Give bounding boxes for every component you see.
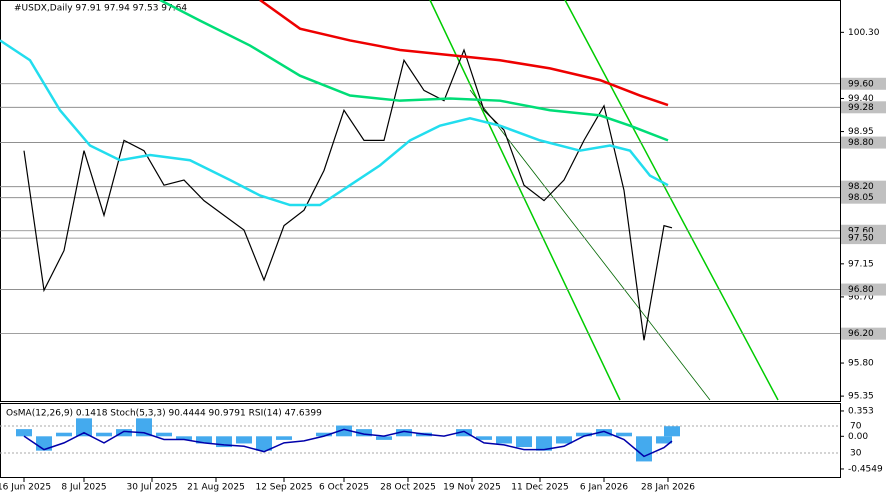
x-tick-label: 6 Jan 2026 [580,483,628,493]
rsi-line [23,428,673,458]
price-line [23,48,673,341]
y2-tick-label: 70 [850,422,862,432]
chart-title: #USDX,Daily 97.91 97.94 97.53 97.64 [14,4,187,14]
moving-average [259,0,669,107]
level-label: 99.28 [848,103,874,113]
osma-bar [336,425,352,437]
level-label: 98.20 [848,182,874,192]
osma-bar [636,436,652,462]
x-tick-label: 11 Dec 2025 [511,483,569,493]
price-frame [0,0,841,402]
x-tick-label: 28 Jan 2026 [641,483,695,493]
osma-bar [516,436,532,448]
y-tick-label: 99.40 [848,94,874,104]
osma-bar [16,429,32,437]
osma-bar [536,436,552,451]
osma-bar [276,436,292,440]
x-tick-label: 21 Aug 2025 [187,483,245,493]
level-label-box [841,77,886,90]
y-tick-label: 0.00 [848,432,868,442]
y-tick-label: 98.95 [848,127,874,137]
osma-bar [616,432,632,437]
y-tick-label: 97.15 [848,259,874,269]
osma-bar [356,429,372,437]
indicator-frame [0,403,841,478]
osma-bar [176,436,192,440]
osma-bar [664,426,680,437]
osma-bar [596,429,612,437]
osma-bar [396,429,412,437]
osma-bar [236,436,252,444]
osma-bar [216,436,232,448]
level-label: 98.05 [848,193,874,203]
osma-bar [376,436,392,440]
level-label: 99.60 [848,79,874,89]
osma-bar [76,418,92,437]
level-label: 98.80 [848,138,874,148]
y-tick-label: -0.4549 [848,464,883,474]
osma-bar [556,436,572,444]
level-label: 96.20 [848,329,874,339]
osma-bar [196,436,212,444]
level-label-box [841,232,886,245]
x-tick-label: 19 Nov 2025 [443,483,501,493]
level-label: 97.50 [848,234,874,244]
level-label: 97.60 [848,226,874,236]
osma-bar [116,429,132,437]
x-tick-label: 12 Sep 2025 [255,483,312,493]
channel-line [469,89,711,401]
y-tick-label: 96.70 [848,292,874,302]
osma-bar [316,432,332,437]
y-tick-label: 0.353 [848,406,874,416]
osma-bar [456,429,472,437]
osma-bar [56,432,72,437]
osma-bar [496,436,512,444]
y-tick-label: 100.30 [848,28,880,38]
level-label-box [841,191,886,204]
x-tick-label: 28 Oct 2025 [380,483,436,493]
osma-bar [96,432,112,437]
osma-bar [476,436,492,440]
level-label-box [841,327,886,340]
osma-bar [156,432,172,437]
level-label-box [841,101,886,114]
x-tick-label: 8 Jul 2025 [61,483,106,493]
x-tick-label: 6 Oct 2025 [319,483,369,493]
moving-average [159,0,669,142]
osma-bar [136,418,152,437]
moving-average [0,39,669,207]
x-tick-label: 30 Jul 2025 [127,483,178,493]
y2-tick-label: 30 [850,449,862,459]
y-tick-label: 95.35 [848,392,874,402]
level-label-box [841,283,886,296]
y-tick-label: 95.80 [848,359,874,369]
indicator-title: OsMA(12,26,9) 0.1418 Stoch(5,3,3) 90.444… [6,409,322,419]
osma-bar [656,436,672,444]
x-tick-label: 16 Jun 2025 [0,483,51,493]
osma-bar [576,432,592,437]
level-label-box [841,136,886,149]
level-label: 96.80 [848,285,874,295]
level-label-box [841,180,886,193]
osma-bar [256,436,272,451]
